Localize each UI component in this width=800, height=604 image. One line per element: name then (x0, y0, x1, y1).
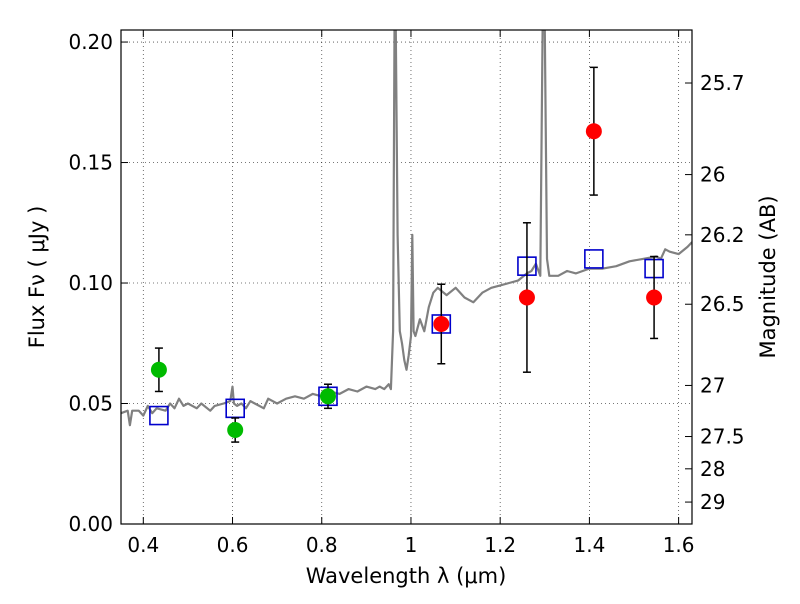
y-tick-label: 0.15 (68, 151, 113, 175)
x-tick-label: 0.4 (127, 533, 159, 557)
observed-flux-point (585, 123, 602, 140)
axis-ticks (121, 30, 692, 525)
x-tick-label: 0.6 (217, 533, 249, 557)
spectrum-line (121, 30, 692, 427)
observed-flux-point (433, 315, 450, 332)
y-tick-label: 0.00 (68, 512, 113, 536)
model-photometry-square (584, 249, 604, 269)
plot-frame (120, 29, 693, 525)
y2-tick-label: 28 (700, 457, 725, 481)
y-tick-label: 0.10 (68, 271, 113, 295)
observed-flux-point (150, 361, 167, 378)
plot-data (121, 30, 692, 443)
x-tick-label: 1.6 (663, 533, 695, 557)
axis-tick-labels: 0.4 0.6 0.8 1 1.2 1.4 1.6 0.00 0.05 0.10 0.15 0.20 2… (68, 30, 744, 557)
y2-tick-label: 27.5 (700, 425, 745, 449)
y2-axis-label: Magnitude (AB) (756, 195, 780, 358)
model-photometry-square (149, 405, 169, 426)
x-tick-label: 0.8 (306, 533, 338, 557)
x-tick-label: 1 (405, 533, 418, 557)
observed-flux-point (646, 289, 663, 306)
x-tick-label: 1.4 (573, 533, 605, 557)
y-tick-label: 0.20 (68, 30, 113, 54)
y2-tick-label: 25.7 (700, 71, 745, 95)
observed-flux-point (227, 422, 244, 439)
y-tick-label: 0.05 (68, 392, 113, 416)
y2-tick-label: 29 (700, 490, 725, 514)
y2-tick-label: 26 (700, 163, 725, 187)
x-tick-label: 1.2 (484, 533, 516, 557)
y2-tick-label: 27 (700, 373, 725, 397)
observed-flux-point (319, 388, 336, 405)
observed-flux-point (518, 289, 535, 306)
y-axis-label: Flux Fν ( μJy ) (25, 206, 49, 349)
x-axis-label: Wavelength λ (μm) (306, 564, 507, 588)
y2-tick-label: 26.5 (700, 292, 745, 316)
y2-tick-label: 26.2 (700, 223, 745, 247)
plot-area-background (121, 30, 692, 524)
